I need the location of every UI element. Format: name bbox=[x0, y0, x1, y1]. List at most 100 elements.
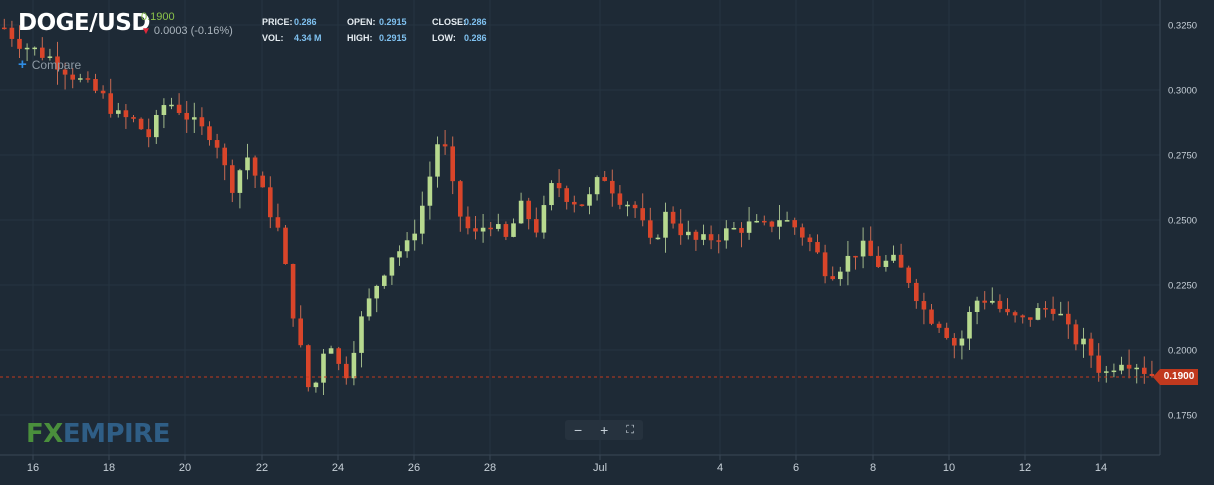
logo-fx: FX bbox=[26, 419, 63, 449]
candle-body bbox=[9, 27, 15, 39]
candle-body bbox=[670, 211, 676, 224]
candle-body bbox=[473, 228, 478, 232]
candle-body bbox=[420, 205, 425, 234]
candle-body bbox=[40, 47, 45, 58]
candle-body bbox=[625, 204, 630, 207]
x-tick-label: 12 bbox=[1019, 462, 1031, 474]
candle-body bbox=[344, 363, 349, 379]
candle-body bbox=[100, 90, 106, 94]
candle-body bbox=[283, 227, 288, 265]
candle-body bbox=[1020, 315, 1025, 318]
candle-body bbox=[906, 267, 911, 283]
candle-body bbox=[708, 234, 714, 241]
candle-body bbox=[822, 252, 828, 277]
stat-value-low: 0.286 bbox=[464, 33, 487, 43]
candle-body bbox=[123, 110, 129, 118]
candle-body bbox=[784, 220, 790, 222]
compare-label: Compare bbox=[31, 58, 82, 72]
candle-body bbox=[686, 231, 691, 236]
symbol-title: DOGE/USD bbox=[18, 10, 150, 36]
candle-body bbox=[807, 237, 813, 243]
candle-body bbox=[62, 69, 68, 75]
logo-empire: EMPIRE bbox=[62, 419, 171, 449]
y-tick-label: 0.2000 bbox=[1168, 346, 1197, 357]
candle-body bbox=[655, 237, 661, 240]
candle-body bbox=[746, 221, 752, 233]
candle-body bbox=[602, 177, 607, 181]
x-axis-panel bbox=[0, 455, 1214, 485]
candle-body bbox=[534, 219, 539, 233]
candle-body bbox=[70, 74, 75, 80]
candle-body bbox=[116, 110, 121, 114]
candle-body bbox=[1096, 355, 1101, 373]
x-tick-label: 24 bbox=[332, 462, 344, 474]
candle-body bbox=[1134, 367, 1139, 370]
candle-body bbox=[321, 353, 326, 383]
candle-body bbox=[78, 78, 83, 80]
candles bbox=[2, 18, 1155, 395]
zoom-in-button[interactable]: + bbox=[600, 422, 609, 438]
stat-label-high: HIGH: bbox=[347, 33, 373, 43]
candle-body bbox=[412, 233, 417, 241]
candle-body bbox=[427, 176, 433, 206]
candle-body bbox=[237, 170, 243, 193]
candle-body bbox=[245, 157, 250, 171]
x-tick-label: 6 bbox=[793, 462, 799, 474]
candle-body bbox=[1119, 364, 1124, 371]
grid-lines bbox=[0, 0, 1160, 455]
candle-body bbox=[853, 255, 858, 258]
stat-label-price: PRICE: bbox=[262, 17, 293, 27]
compare-button[interactable]: + Compare bbox=[18, 56, 81, 73]
candle-body bbox=[290, 264, 296, 319]
candle-body bbox=[914, 282, 919, 302]
candle-body bbox=[587, 194, 592, 206]
x-tick-label: 14 bbox=[1095, 462, 1107, 474]
y-tick-label: 0.1750 bbox=[1168, 411, 1197, 422]
candle-body bbox=[1035, 308, 1041, 320]
candle-body bbox=[488, 227, 493, 230]
fullscreen-icon[interactable]: ⛶ bbox=[626, 424, 634, 436]
candle-body bbox=[838, 271, 843, 280]
candle-body bbox=[952, 337, 957, 346]
y-tick-label: 0.3250 bbox=[1168, 21, 1197, 32]
candle-body bbox=[275, 217, 281, 228]
candle-body bbox=[389, 257, 395, 276]
candle-body bbox=[564, 188, 569, 202]
candle-body bbox=[1005, 308, 1010, 313]
last-price-label: 0.1900 bbox=[1153, 369, 1198, 385]
candle-body bbox=[663, 211, 668, 238]
candle-body bbox=[260, 175, 265, 188]
candle-body bbox=[55, 56, 60, 70]
candle-body bbox=[541, 205, 547, 233]
x-tick-label: 22 bbox=[256, 462, 268, 474]
x-tick-label: 26 bbox=[408, 462, 420, 474]
candle-body bbox=[868, 240, 873, 256]
zoom-out-button[interactable]: − bbox=[573, 422, 583, 438]
candle-body bbox=[207, 126, 212, 141]
stat-value-price: 0.286 bbox=[294, 17, 317, 27]
candle-body bbox=[1073, 324, 1079, 345]
candle-body bbox=[883, 260, 889, 267]
candle-body bbox=[1043, 308, 1048, 310]
stat-value-vol: 4.34 M bbox=[294, 33, 322, 43]
candle-body bbox=[382, 275, 387, 286]
candle-body bbox=[351, 352, 357, 379]
candle-body bbox=[876, 255, 881, 267]
candle-body bbox=[967, 311, 972, 339]
candle-body bbox=[442, 144, 448, 147]
candle-body bbox=[131, 117, 136, 119]
candle-body bbox=[724, 228, 729, 241]
candle-body bbox=[85, 78, 91, 80]
fxempire-logo: FXEMPIRE bbox=[26, 419, 170, 449]
candle-body bbox=[93, 79, 98, 91]
candle-body bbox=[921, 301, 927, 310]
plus-icon: + bbox=[18, 56, 27, 73]
stat-value-open: 0.2915 bbox=[379, 17, 407, 27]
candle-body bbox=[306, 345, 311, 388]
candle-body bbox=[2, 27, 7, 30]
x-tick-label: 28 bbox=[484, 462, 496, 474]
candle-body bbox=[359, 316, 364, 353]
candle-body bbox=[154, 114, 159, 138]
last-price: 0.1900 bbox=[141, 11, 175, 23]
